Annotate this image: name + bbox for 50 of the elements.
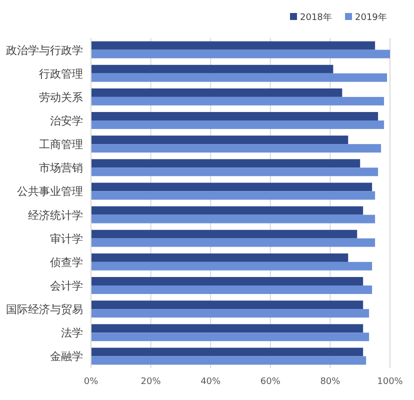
y-tick-label: 政治学与行政学 — [6, 44, 83, 57]
y-tick-label: 金融学 — [50, 350, 83, 364]
y-tick-label: 经济统计学 — [28, 208, 83, 222]
bar — [91, 286, 372, 294]
bar — [91, 50, 390, 58]
bar — [91, 159, 360, 168]
bar — [91, 332, 370, 342]
bar — [91, 348, 364, 356]
bar — [91, 120, 384, 129]
x-tick-label: 60% — [260, 377, 281, 387]
bar — [91, 182, 372, 192]
x-tick-label: 80% — [320, 377, 341, 387]
y-tick-label: 审计学 — [50, 232, 83, 246]
y-tick-label: 治安学 — [50, 114, 83, 128]
bar — [91, 112, 378, 120]
y-tick-label: 劳动关系 — [39, 90, 83, 104]
bar — [91, 214, 376, 224]
y-tick-label: 工商管理 — [39, 138, 83, 152]
bar — [91, 41, 376, 50]
y-tick-label: 市场营销 — [39, 162, 83, 175]
bar — [91, 230, 358, 238]
x-tick-label: 0% — [84, 377, 99, 387]
bar — [91, 168, 378, 176]
x-tick-label: 40% — [200, 377, 222, 387]
bar — [91, 64, 334, 74]
bar — [91, 300, 364, 310]
x-tick-label: 20% — [140, 377, 162, 387]
bar — [91, 356, 366, 365]
bar — [91, 277, 364, 286]
bar — [91, 96, 384, 106]
bar — [91, 136, 348, 144]
bar — [91, 238, 376, 247]
bar — [91, 88, 342, 97]
bar — [91, 206, 364, 215]
bar — [91, 324, 364, 333]
legend-label: 2018年 — [300, 12, 332, 23]
bar — [91, 144, 382, 153]
x-tick-label: 100% — [377, 377, 404, 387]
y-tick-label: 会计学 — [50, 280, 83, 292]
bar — [91, 73, 388, 82]
y-tick-label: 侦查学 — [50, 256, 83, 269]
bar — [91, 253, 348, 262]
y-tick-label: 国际经济与贸易 — [6, 303, 83, 316]
y-tick-label: 公共事业管理 — [17, 185, 83, 198]
y-tick-label: 行政管理 — [39, 67, 83, 80]
bar — [91, 262, 372, 270]
bar — [91, 191, 376, 200]
bar — [91, 309, 370, 318]
y-tick-label: 法学 — [61, 326, 83, 340]
legend-label: 2019年 — [355, 12, 387, 23]
